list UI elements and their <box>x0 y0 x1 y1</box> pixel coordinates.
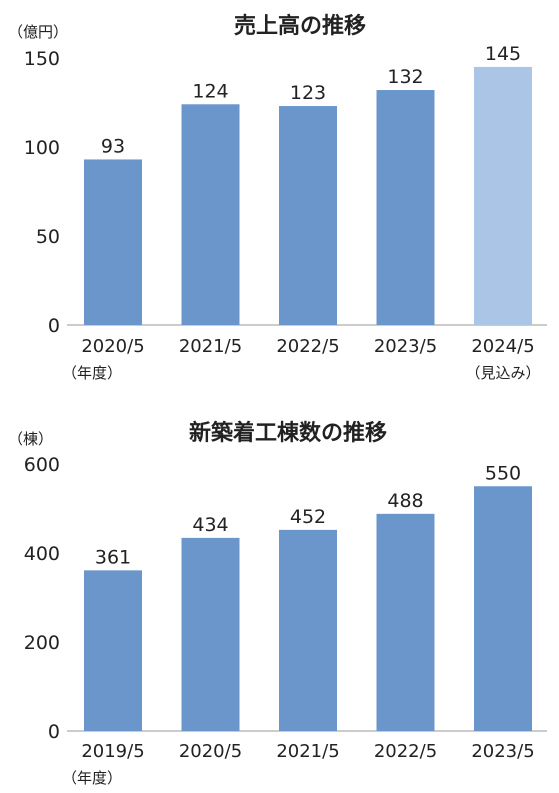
bar <box>181 537 240 731</box>
y-tick-label: 600 <box>24 454 60 476</box>
bar <box>474 66 532 326</box>
y-tick-label: 0 <box>48 315 60 337</box>
x-tick-label: 2022/5 <box>276 336 339 357</box>
x-tick-sublabel: （見込み） <box>465 364 540 382</box>
y-tick-label: 150 <box>24 48 60 70</box>
housing-starts-chart: 新築着工棟数の推移 （棟） 0 200 400 600 361 2019/5 （年度） 434… <box>8 420 547 787</box>
chart-title: 新築着工棟数の推移 <box>189 420 387 446</box>
data-label: 488 <box>387 490 423 512</box>
data-label: 434 <box>192 514 228 536</box>
x-tick-sublabel: （年度） <box>62 769 122 787</box>
data-label: 452 <box>290 506 326 528</box>
bar <box>376 513 435 731</box>
x-tick-label: 2024/5 <box>471 336 534 357</box>
y-tick-label: 100 <box>24 137 60 159</box>
bar <box>181 104 240 325</box>
x-tick-label: 2021/5 <box>276 741 339 762</box>
x-tick-sublabel: （年度） <box>62 364 122 382</box>
x-tick-label: 2022/5 <box>374 741 437 762</box>
bar <box>474 486 532 731</box>
x-tick-label: 2020/5 <box>81 336 144 357</box>
x-tick-label: 2019/5 <box>81 741 144 762</box>
data-label: 132 <box>387 66 423 88</box>
bar <box>376 90 435 325</box>
y-tick-label: 200 <box>24 632 60 654</box>
y-tick-label: 400 <box>24 543 60 565</box>
bar <box>279 529 337 731</box>
x-tick-label: 2023/5 <box>471 741 534 762</box>
chart-title: 売上高の推移 <box>234 13 366 39</box>
x-tick-label: 2023/5 <box>374 336 437 357</box>
sales-chart: 売上高の推移 （億円） 0 50 100 150 93 2020/5 （年度） 124 2021… <box>8 13 547 382</box>
data-label: 550 <box>485 462 521 484</box>
unit-label: （棟） <box>8 430 53 448</box>
bar <box>279 106 337 325</box>
data-label: 93 <box>101 135 125 157</box>
x-tick-label: 2020/5 <box>179 741 242 762</box>
x-tick-label: 2021/5 <box>179 336 242 357</box>
data-label: 145 <box>485 43 521 65</box>
y-tick-label: 50 <box>36 226 60 248</box>
data-label: 361 <box>95 546 131 568</box>
bar <box>84 159 142 325</box>
y-tick-label: 0 <box>48 721 60 743</box>
bar <box>84 570 142 731</box>
data-label: 123 <box>290 82 326 104</box>
data-label: 124 <box>192 80 228 102</box>
unit-label: （億円） <box>8 23 68 41</box>
